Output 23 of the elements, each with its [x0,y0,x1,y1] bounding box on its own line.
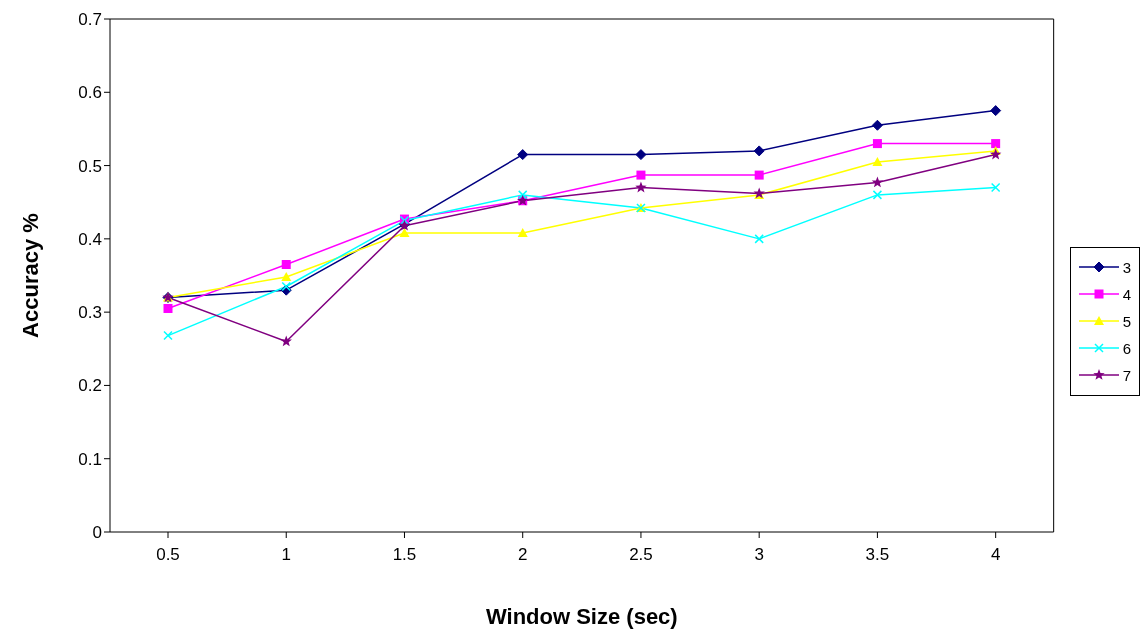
x-tick-label: 0.5 [156,545,180,565]
legend-label: 6 [1122,339,1131,357]
legend-label: 4 [1122,285,1131,303]
y-tick-label: 0.3 [78,303,102,323]
x-tick-label: 2.5 [629,545,653,565]
y-tick-label: 0.7 [78,10,102,30]
y-tick-label: 0.4 [78,229,102,249]
legend-label: 7 [1122,366,1131,384]
y-tick-label: 0.2 [78,376,102,396]
x-tick-label: 1 [281,545,291,565]
legend-label: 5 [1122,312,1131,330]
y-tick-label: 0 [92,523,102,543]
y-tick-label: 0.5 [78,156,102,176]
x-tick-label: 1.5 [392,545,417,565]
y-axis-title: Accuracy % [17,213,43,338]
x-tick-label: 3 [754,545,764,565]
y-tick-label: 0.1 [78,449,102,469]
x-tick-label: 3.5 [865,545,890,565]
legend-label: 3 [1122,258,1131,276]
x-tick-label: 2 [517,545,528,565]
x-tick-label: 4 [990,545,1001,565]
y-tick-label: 0.6 [78,83,102,103]
x-axis-title: Window Size (sec) [485,604,678,629]
